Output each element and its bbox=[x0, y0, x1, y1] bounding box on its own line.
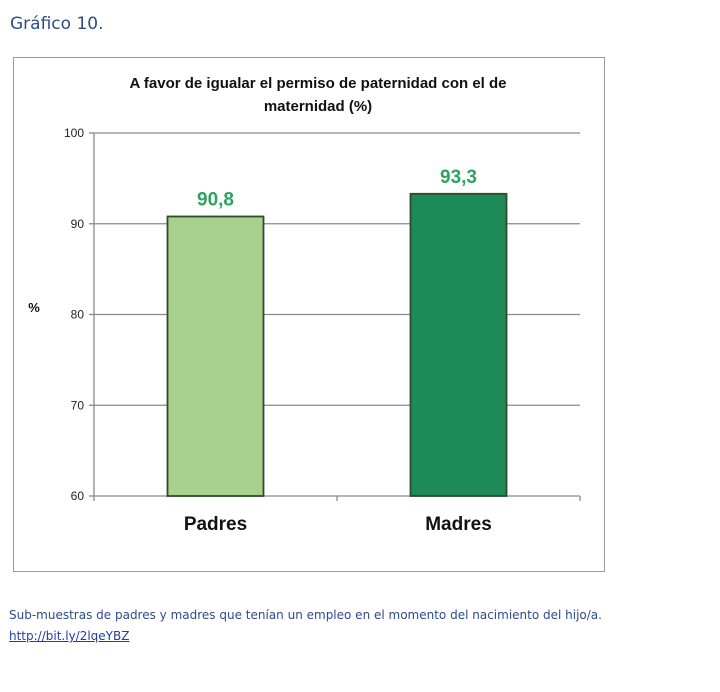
bar-padres bbox=[166, 215, 265, 497]
source-link[interactable]: http://bit.ly/2lqeYBZ bbox=[9, 629, 130, 643]
y-axis-label: % bbox=[28, 300, 40, 315]
figure-label: Gráfico 10. bbox=[10, 14, 104, 34]
y-tick-label: 100 bbox=[64, 126, 84, 140]
category-label-madres: Madres bbox=[425, 514, 492, 535]
chart-caption: Sub-muestras de padres y madres que tení… bbox=[9, 608, 602, 622]
chart-frame: A favor de igualar el permiso de paterni… bbox=[13, 57, 605, 572]
value-label-padres: 90,8 bbox=[197, 189, 234, 210]
bar-madres bbox=[409, 192, 508, 497]
bar-chart: A favor de igualar el permiso de paterni… bbox=[28, 75, 581, 535]
value-label-madres: 93,3 bbox=[440, 167, 477, 188]
labels: 60 70 80 90 100 90,8 Padres 93,3 Madres bbox=[64, 126, 492, 535]
y-tick-label: 80 bbox=[71, 308, 85, 322]
chart-title-line2: maternidad (%) bbox=[264, 98, 372, 115]
y-tick-label: 70 bbox=[71, 398, 85, 412]
y-tick-label: 60 bbox=[71, 489, 85, 503]
bars bbox=[166, 192, 508, 497]
chart-title-line1: A favor de igualar el permiso de paterni… bbox=[129, 75, 506, 92]
y-tick-label: 90 bbox=[71, 217, 85, 231]
category-label-padres: Padres bbox=[184, 514, 247, 535]
